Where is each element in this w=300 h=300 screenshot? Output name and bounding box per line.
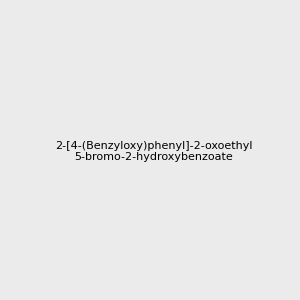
Text: 2-[4-(Benzyloxy)phenyl]-2-oxoethyl 5-bromo-2-hydroxybenzoate: 2-[4-(Benzyloxy)phenyl]-2-oxoethyl 5-bro… [55,141,253,162]
